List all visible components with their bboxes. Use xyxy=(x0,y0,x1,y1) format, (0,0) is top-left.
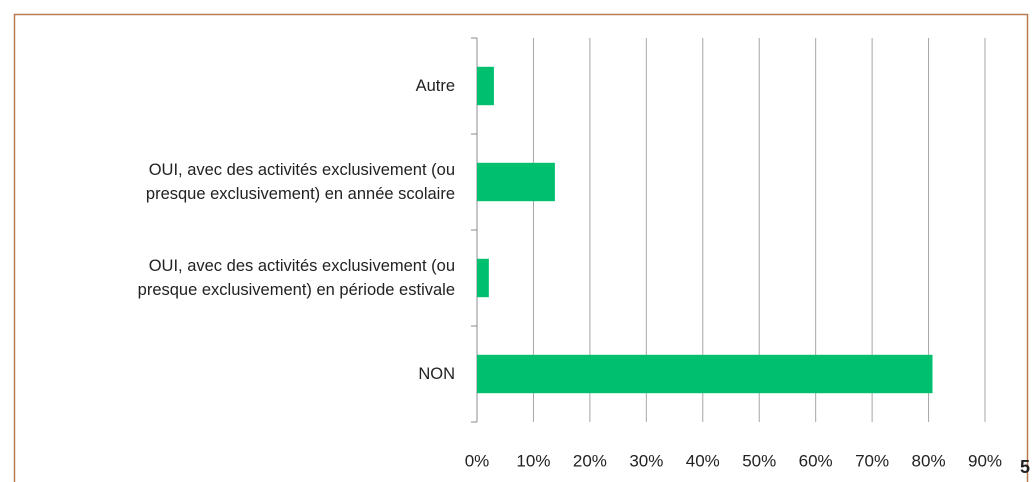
x-tick-label: 70% xyxy=(855,451,889,470)
x-tick-label: 30% xyxy=(629,451,663,470)
bar xyxy=(477,66,494,106)
x-tick-label: 10% xyxy=(516,451,550,470)
y-tick-label: NON xyxy=(418,365,455,383)
y-tick-label: Autre xyxy=(415,77,455,95)
x-tick-label: 0% xyxy=(465,451,490,470)
bar xyxy=(477,258,489,298)
x-tick-label: 80% xyxy=(912,451,946,470)
x-tick-label: 50% xyxy=(742,451,776,470)
y-tick-label: OUI, avec des activités exclusivement (o… xyxy=(137,257,455,299)
bar xyxy=(477,162,555,202)
x-tick-label: 60% xyxy=(799,451,833,470)
bar xyxy=(477,354,933,394)
y-tick-label: OUI, avec des activités exclusivement (o… xyxy=(145,161,455,203)
frame xyxy=(13,13,1029,482)
x-tick-label: 40% xyxy=(686,451,720,470)
page-number: 5 xyxy=(1020,457,1030,477)
x-tick-label: 90% xyxy=(968,451,1002,470)
x-tick-label: 20% xyxy=(573,451,607,470)
